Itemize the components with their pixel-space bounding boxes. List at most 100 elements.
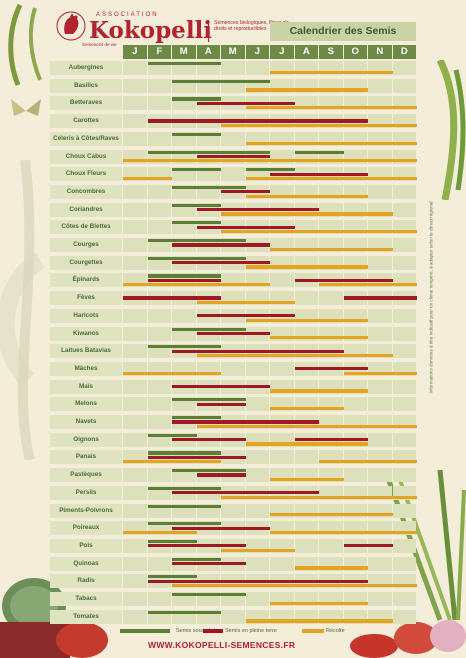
rooster-icon: [56, 11, 86, 41]
row-label: Melons: [50, 397, 122, 412]
row-label: Pois: [50, 538, 122, 553]
abri-period-bar: [147, 539, 197, 544]
month-cell: [147, 415, 171, 429]
terre-period-bar: [172, 438, 246, 442]
abri-period-bar: [147, 274, 221, 278]
row-cells: [123, 131, 417, 146]
month-cell: [368, 308, 392, 323]
abri-period-bar: [294, 150, 344, 154]
row-label: Tomates: [50, 609, 122, 624]
abri-period-bar: [172, 398, 246, 402]
month-cell: [392, 326, 416, 341]
row-label: Mâches: [50, 361, 122, 376]
legend-swatch-recolte: [302, 629, 324, 633]
row-label: Navets: [50, 415, 122, 429]
kokopelli-logo[interactable]: ASSOCIATION Kokopelli Semences biologiqu…: [56, 6, 289, 50]
month-cell: [147, 556, 171, 571]
calendar-row: Quinoas: [50, 556, 417, 571]
abri-period-bar: [147, 504, 221, 508]
row-label: Betteraves: [50, 96, 122, 111]
terre-period-bar: [172, 561, 246, 566]
row-label: Panais: [50, 450, 122, 465]
month-cell: [123, 379, 147, 394]
month-cell: [245, 556, 269, 571]
website-link[interactable]: WWW.KOKOPELLI-SEMENCES.FR: [148, 640, 296, 650]
month-cell: [245, 361, 269, 376]
month-header-cell: F: [147, 45, 171, 59]
sidenote: Informations données à titre indicatif p…: [426, 140, 436, 460]
calendar-row: Pois: [50, 538, 417, 553]
month-header-cell: S: [319, 45, 343, 59]
legend-swatch-terre: [203, 629, 223, 633]
calendar-row: Fèves: [50, 291, 417, 306]
terre-period-bar: [172, 243, 270, 247]
row-cells: [123, 521, 417, 536]
abri-period-bar: [147, 610, 221, 614]
row-label: Céleris à Côtes/Raves: [50, 131, 122, 146]
row-label: Persils: [50, 485, 122, 500]
terre-period-bar: [294, 367, 368, 371]
month-cell: [147, 326, 171, 341]
recolte-period-bar: [294, 566, 368, 570]
recolte-period-bar: [270, 601, 368, 605]
recolte-period-bar: [270, 70, 393, 74]
terre-period-bar: [196, 402, 246, 406]
calendar-row: Coriandres: [50, 202, 417, 217]
terre-period-bar: [147, 544, 246, 548]
recolte-period-bar: [221, 230, 417, 234]
month-cell: [245, 450, 269, 465]
abri-period-bar: [172, 79, 270, 83]
row-cells: [123, 273, 417, 288]
terre-period-bar: [123, 296, 221, 300]
pea-pods-illustration: [8, 3, 42, 86]
abri-period-bar: [147, 239, 246, 243]
month-cell: [368, 184, 392, 199]
terre-period-bar: [196, 154, 270, 159]
month-cell: [123, 432, 147, 447]
month-cell: [123, 344, 147, 359]
row-cells: [123, 415, 417, 429]
month-cell: [245, 397, 269, 412]
abri-period-bar: [172, 327, 246, 331]
terre-period-bar: [196, 473, 246, 477]
recolte-period-bar: [123, 283, 270, 287]
row-cells: [123, 450, 417, 465]
row-label: Oignons: [50, 432, 122, 447]
sidenote-text: Informations données à titre indicatif p…: [428, 201, 434, 394]
month-cell: [123, 61, 147, 75]
month-cell: [270, 556, 294, 571]
month-cell: [147, 468, 171, 483]
month-cell: [392, 379, 416, 394]
recolte-period-bar: [270, 407, 344, 411]
recolte-period-bar: [245, 141, 417, 145]
terre-period-bar: [343, 544, 393, 548]
calendar-row: Poireaux: [50, 521, 417, 536]
month-cell: [368, 592, 392, 606]
recolte-period-bar: [270, 530, 417, 535]
terre-period-bar: [147, 455, 246, 459]
legend-label-abri: Semis sous abris: [176, 628, 218, 634]
row-cells: [123, 78, 417, 93]
brand-name: Kokopelli: [89, 17, 213, 44]
calendar-row: Basilics: [50, 78, 417, 93]
terre-period-bar: [196, 207, 319, 212]
row-label: Choux Fleurs: [50, 167, 122, 182]
abri-period-bar: [172, 97, 221, 101]
row-cells: [123, 291, 417, 306]
month-cell: [147, 131, 171, 146]
abri-period-bar: [147, 62, 221, 66]
month-cell: [123, 592, 147, 606]
recolte-period-bar: [123, 460, 221, 464]
abri-period-bar: [172, 168, 221, 172]
terre-period-bar: [221, 190, 270, 194]
terre-period-bar: [172, 420, 319, 424]
row-cells: [123, 167, 417, 182]
month-cell: [123, 114, 147, 129]
row-label: Choux Cabus: [50, 149, 122, 164]
recolte-period-bar: [270, 389, 368, 393]
abri-period-bar: [147, 345, 221, 349]
month-cell: [123, 238, 147, 252]
month-cell: [368, 255, 392, 270]
calendar-row: Tomates: [50, 609, 417, 624]
recolte-period-bar: [221, 212, 393, 216]
